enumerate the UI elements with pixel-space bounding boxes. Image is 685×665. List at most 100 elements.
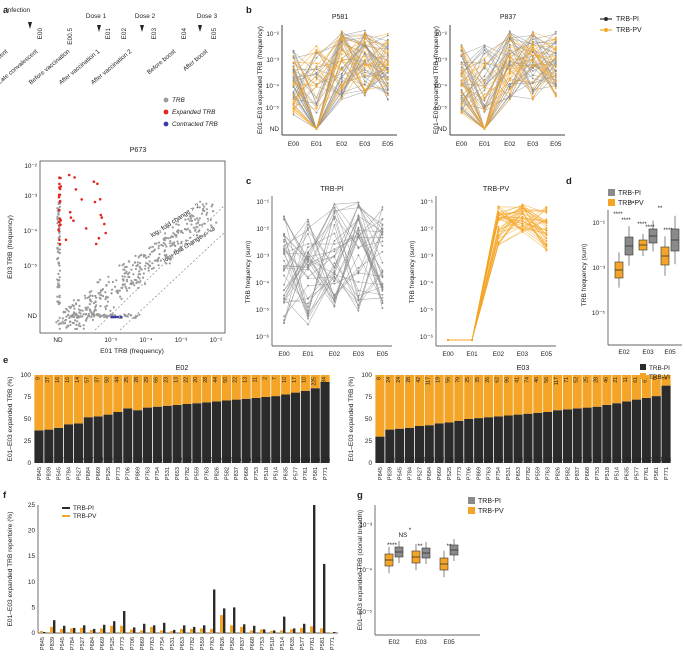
e-count-top: 28 (406, 377, 412, 383)
d-legend-pv-label: TRB-PV (618, 200, 644, 207)
c-point (497, 207, 500, 209)
trb-dot (176, 220, 180, 223)
legend-dot (163, 97, 169, 103)
trb-dot (56, 246, 59, 249)
e-count-top: 74 (524, 377, 530, 383)
c-point (357, 206, 360, 209)
b-point (292, 65, 295, 68)
trb-dot (72, 311, 76, 314)
c-point (381, 223, 384, 226)
e-count-top: 7 (272, 377, 278, 380)
c-y-tick-label: 10⁻⁶ (420, 334, 433, 341)
e-bar-pi (513, 414, 523, 463)
b-point (554, 43, 557, 45)
panel-label-d: d (566, 176, 572, 187)
trb-dot (94, 294, 97, 298)
expanded-dot (59, 176, 62, 180)
e-category-label: P653 (516, 467, 522, 480)
c-point (497, 243, 500, 246)
b-pv-point (363, 89, 366, 91)
e-count-top: 13 (173, 377, 179, 383)
trb-dot (144, 264, 147, 267)
trb-dot (137, 276, 140, 279)
c-point (545, 240, 548, 243)
trb-dot (104, 305, 107, 308)
b-point (386, 88, 389, 91)
b-pv-point (292, 108, 295, 110)
e-category-label: P706 (126, 467, 132, 480)
b-pv-point (386, 94, 389, 97)
b-y-tick-label: 10⁻² (266, 31, 279, 38)
b-pv-point (483, 80, 486, 83)
b-point (363, 94, 366, 97)
trb-dot (123, 283, 126, 286)
f-bar-pi (243, 624, 246, 633)
e-count-top: 37 (45, 377, 51, 383)
e-bar-pv (103, 375, 113, 415)
c-point (283, 315, 285, 318)
b-pv-point (508, 53, 511, 56)
f-bar-pi (203, 625, 206, 633)
c-point (307, 264, 309, 266)
b-pv-point (554, 66, 557, 69)
expanded-dot (100, 216, 104, 219)
trb-dot (134, 254, 137, 257)
e-count-bottom: 45 (478, 457, 484, 463)
b-pv-point (460, 69, 463, 72)
b-pv-point (554, 59, 557, 62)
b-point (340, 72, 343, 75)
b-point (508, 30, 511, 33)
b-x-tick-label: E01 (479, 141, 491, 148)
trb-dot (92, 312, 95, 315)
e-count-bottom: 12 (275, 457, 281, 463)
trb-dot (106, 296, 109, 299)
trb-dot (188, 229, 191, 232)
e-count-top: 42 (416, 377, 422, 383)
e-count-bottom: 7 (381, 457, 384, 463)
b-point (292, 71, 295, 73)
b-point (508, 31, 511, 34)
trb-dot (94, 300, 97, 303)
b-pv-point (460, 102, 463, 105)
c-point (381, 236, 384, 239)
e-category-label: P761 (644, 467, 650, 480)
b-pv-point (340, 38, 343, 41)
f-category-label: P559 (200, 637, 206, 650)
e-bar-pv (231, 375, 241, 400)
c-point (333, 282, 336, 285)
f-bar-pv (180, 628, 183, 633)
b-pv-point (363, 90, 366, 93)
c-point (357, 299, 360, 302)
e-count-bottom: 22 (48, 457, 54, 463)
b-pv-point (386, 33, 389, 35)
trb-dot (123, 275, 126, 278)
e-bar-pv (182, 375, 192, 404)
e-bar-pi (113, 412, 123, 463)
e-bar-pi (83, 417, 93, 463)
f-category-label: P845 (40, 637, 46, 650)
f-category-label: P582 (230, 637, 236, 650)
c-point (381, 285, 384, 288)
f-category-label: P753 (260, 637, 266, 650)
e-bar-pv (631, 375, 641, 400)
trb-dot (177, 242, 180, 245)
c-point (545, 249, 548, 252)
dose1-marker-icon (97, 25, 101, 32)
e-count-bottom: 40 (636, 457, 642, 463)
trb-dot (201, 203, 204, 206)
f-bar-pv (190, 628, 193, 633)
expanded-dot (58, 182, 61, 186)
c-point (307, 312, 309, 315)
trb-dot (106, 300, 109, 303)
d-x-tick-label: E05 (664, 349, 676, 356)
e-count-bottom: 54 (567, 457, 573, 463)
timeline-dose1-label: Dose 1 (86, 13, 107, 20)
b-point (386, 98, 389, 101)
c-x-tick-label: E05 (541, 351, 553, 358)
e-bar-pv (582, 375, 592, 408)
f-bar-pv (330, 632, 333, 633)
e-bar-pi (385, 429, 395, 463)
b-pv-point (340, 30, 343, 33)
b-pv-point (554, 75, 557, 78)
trb-dot (188, 212, 191, 215)
